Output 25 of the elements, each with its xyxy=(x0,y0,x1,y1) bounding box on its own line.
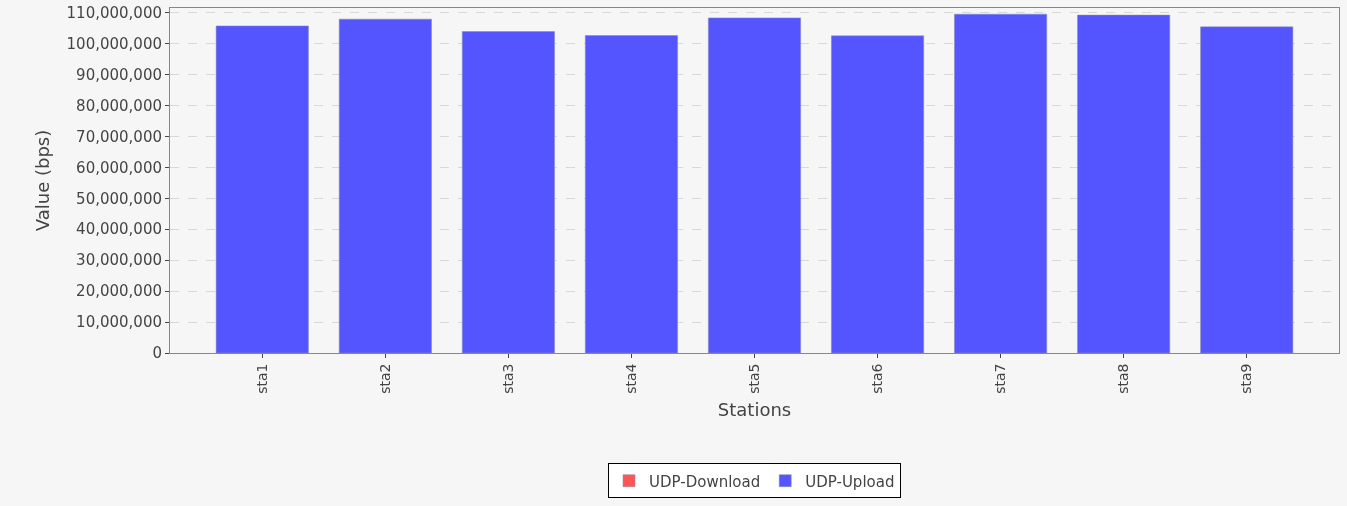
y-tick-label: 70,000,000 xyxy=(76,127,162,146)
y-tick-label: 100,000,000 xyxy=(66,34,162,53)
y-tick-label: 40,000,000 xyxy=(76,220,162,239)
y-axis-title: Value (bps) xyxy=(31,129,53,232)
y-tick-label: 50,000,000 xyxy=(76,189,162,208)
x-tick-label: sta9 xyxy=(1238,363,1255,394)
legend-label: UDP-Upload xyxy=(805,472,895,491)
x-tick-label: sta5 xyxy=(746,363,763,394)
x-tick-label: sta1 xyxy=(253,363,270,394)
y-tick-label: 10,000,000 xyxy=(76,313,162,332)
y-tick-label: 30,000,000 xyxy=(76,251,162,270)
y-tick-label: 60,000,000 xyxy=(76,158,162,177)
x-tick-label: sta7 xyxy=(992,363,1009,394)
y-tick-label: 20,000,000 xyxy=(76,282,162,301)
x-tick-label: sta4 xyxy=(623,363,639,394)
x-tick-label: sta6 xyxy=(869,363,886,394)
x-tick-label: sta2 xyxy=(376,363,393,394)
x-axis-title: Stations xyxy=(717,398,792,420)
y-tick-label: 90,000,000 xyxy=(76,65,162,84)
x-tick-label: sta8 xyxy=(1115,363,1132,394)
y-tick-label: 0 xyxy=(152,344,162,363)
y-tick-label: 80,000,000 xyxy=(76,96,162,115)
legend-label: UDP-Download xyxy=(649,472,761,491)
y-tick-label: 110,000,000 xyxy=(66,3,162,22)
x-tick-label: sta3 xyxy=(499,363,516,394)
